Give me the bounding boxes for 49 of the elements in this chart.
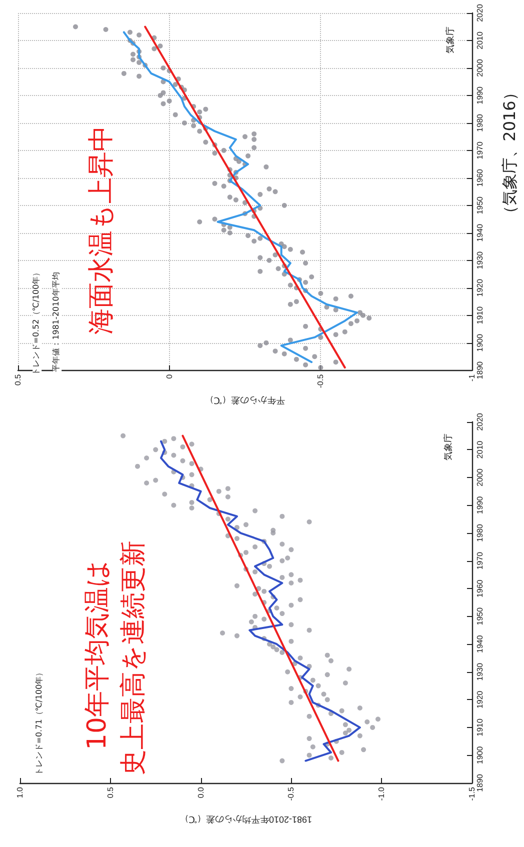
annotation: トレンド=0.71（℃/100年） bbox=[34, 667, 44, 777]
y-tick-label: 2000 bbox=[476, 468, 484, 486]
y-tick-label: 1890 bbox=[476, 360, 484, 380]
x-tick-label: 0.5 bbox=[106, 786, 115, 798]
text: （気象庁、2016） bbox=[500, 84, 520, 222]
annotation: 10年平均気温は bbox=[82, 560, 113, 750]
y-tick-label: 1920 bbox=[476, 278, 484, 297]
y-tick-label: 1990 bbox=[476, 496, 484, 514]
y-tick-label: 1980 bbox=[476, 524, 484, 542]
y-tick-label: 1960 bbox=[476, 168, 484, 187]
annotation: 海面水温も上昇中 bbox=[86, 126, 117, 334]
y-tick-label: 1900 bbox=[476, 746, 484, 764]
annotation: トレンド=0.52（℃/100年） bbox=[32, 267, 42, 377]
y-tick-label: 1910 bbox=[476, 306, 484, 324]
x-tick-label: -0.5 bbox=[286, 786, 296, 801]
y-tick-label: 2010 bbox=[476, 440, 484, 459]
x-tick-label: 0.0 bbox=[196, 786, 206, 798]
y-tick-label: 1900 bbox=[476, 333, 484, 352]
x-tick-label: 1.0 bbox=[16, 786, 24, 798]
x-axis-title: 平年からの差（℃） bbox=[205, 396, 285, 406]
y-tick-label: 1930 bbox=[476, 250, 484, 270]
x-tick-label: -1.0 bbox=[377, 786, 386, 801]
y-tick-label: 1980 bbox=[476, 113, 484, 132]
annotation: 気象庁 bbox=[446, 26, 457, 54]
y-tick-label: 1960 bbox=[476, 579, 484, 598]
x-tick-label: -1 bbox=[468, 374, 476, 382]
y-tick-label: 2010 bbox=[476, 31, 484, 50]
y-tick-label: 1940 bbox=[476, 634, 484, 654]
y-tick-label: 1930 bbox=[476, 662, 484, 681]
y-tick-label: 2020 bbox=[476, 412, 484, 431]
y-tick-label: 2020 bbox=[476, 4, 484, 22]
y-tick-label: 1990 bbox=[476, 86, 484, 104]
y-tick-label: 1910 bbox=[476, 718, 484, 736]
annotation: 平年値：1981-2010年平均 bbox=[52, 271, 62, 373]
y-tick-label: 1940 bbox=[476, 223, 484, 242]
x-tick-label: 0.5 bbox=[14, 374, 22, 386]
y-tick-label: 1950 bbox=[476, 196, 484, 214]
x-tick-label: -1.5 bbox=[468, 786, 476, 801]
y-tick-label: 1970 bbox=[476, 551, 484, 570]
y-tick-label: 1920 bbox=[476, 690, 484, 709]
annotation: 気象庁 bbox=[444, 432, 455, 462]
y-tick-label: 2000 bbox=[476, 58, 484, 77]
x-tick-label: 0 bbox=[164, 374, 174, 379]
annotation: 史上最高を連続更新 bbox=[118, 540, 149, 776]
y-tick-label: 1950 bbox=[476, 606, 484, 626]
x-axis-title: 1981-2010年平均からの差（℃） bbox=[180, 814, 312, 824]
x-tick-label: -0.5 bbox=[316, 374, 326, 388]
y-tick-label: 1970 bbox=[476, 140, 484, 160]
y-tick-label: 1890 bbox=[476, 774, 484, 792]
